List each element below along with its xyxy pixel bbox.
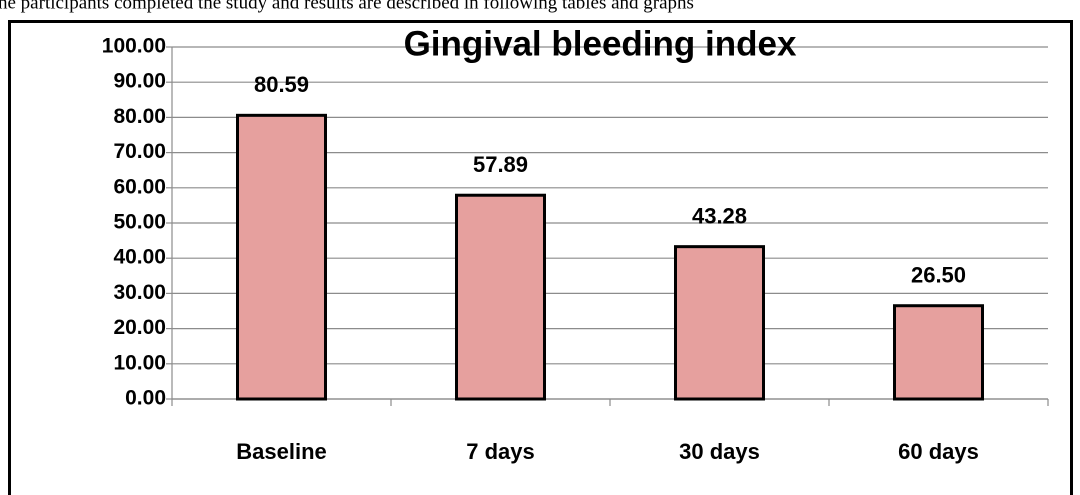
bar [455,193,546,401]
bar [236,113,327,401]
y-tick-label: 80.00 [113,105,166,128]
body-text: he participants completed the study and … [0,0,694,13]
bar [674,245,765,401]
y-tick-label: 50.00 [113,211,166,234]
y-tick-label: 70.00 [113,140,166,163]
x-tick-label: 30 days [679,439,760,464]
y-tick-label: 0.00 [125,387,166,410]
y-tick-label: 10.00 [113,351,166,374]
y-tick-label: 100.00 [102,35,166,58]
y-tick-label: 40.00 [113,246,166,269]
y-tick-label: 30.00 [113,281,166,304]
y-tick-label: 60.00 [113,175,166,198]
value-label: 26.50 [911,263,966,288]
x-tick-label: Baseline [236,439,327,464]
value-label: 57.89 [473,152,528,177]
bar [893,304,984,401]
value-label: 43.28 [692,203,747,228]
chart-border [8,20,1073,495]
y-tick-label: 20.00 [113,316,166,339]
x-tick-label: 60 days [898,439,979,464]
value-label: 80.59 [254,72,309,97]
x-tick-label: 7 days [466,439,535,464]
chart-title: Gingival bleeding index [404,24,797,63]
y-tick-label: 90.00 [113,70,166,93]
